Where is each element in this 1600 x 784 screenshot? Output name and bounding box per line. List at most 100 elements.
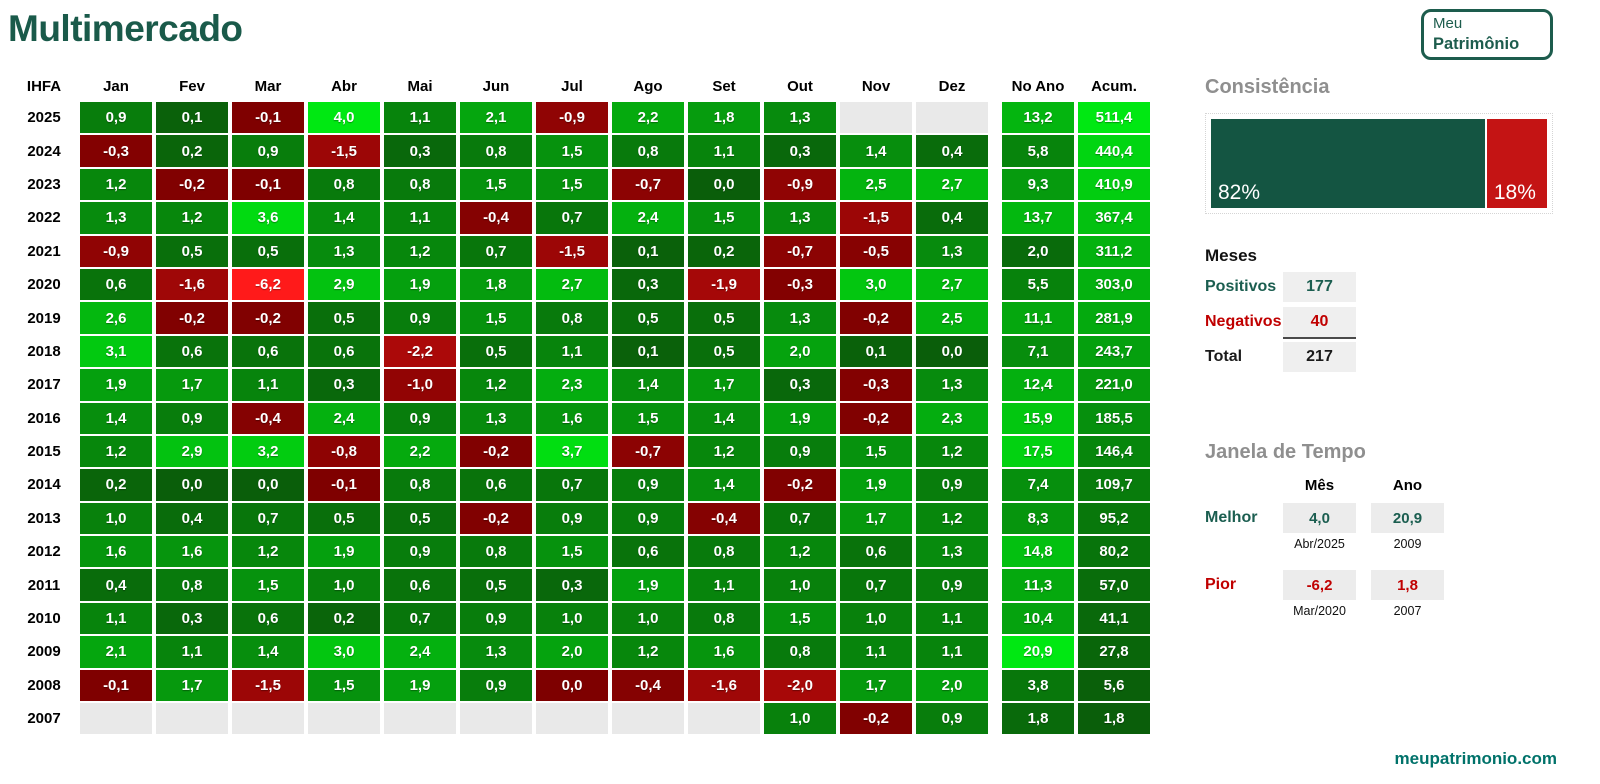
cell-2021-dez: 1,3 <box>914 234 990 268</box>
cell-2022-abr: 1,4 <box>306 201 382 235</box>
column-header-no-ano: No Ano <box>1011 77 1065 95</box>
column-header-acum: Acum. <box>1091 77 1137 95</box>
cell-2015-dez: 1,2 <box>914 434 990 469</box>
column-header-abr: Abr <box>331 77 357 95</box>
row-label-2023: 2023 <box>27 175 61 193</box>
cell-2008-nov: 1,7 <box>838 668 914 703</box>
cell-2007-jun <box>458 702 534 736</box>
cell-2020-out: -0,3 <box>762 267 838 302</box>
cell-2019-mai: 0,9 <box>382 301 458 335</box>
cell-2016-ago: 1,5 <box>610 401 686 435</box>
cell-2007-abr <box>306 702 382 736</box>
cell-2018-out: 2,0 <box>762 334 838 369</box>
cell-2013-jun: -0,2 <box>458 501 534 536</box>
total-label: Total <box>1205 348 1243 365</box>
cell-2007-no-ano: 1,8 <box>1000 702 1076 736</box>
best-year-value: 20,9 <box>1371 503 1444 533</box>
cell-2023-set: 0,0 <box>686 167 762 202</box>
cell-2009-jul: 2,0 <box>534 635 610 669</box>
cell-2024-jun: 0,8 <box>458 134 534 168</box>
cell-2022-out: 1,3 <box>762 201 838 235</box>
cell-2021-nov: -0,5 <box>838 234 914 268</box>
worst-month-period: Mar/2020 <box>1293 604 1346 618</box>
cell-2013-acum: 95,2 <box>1076 501 1152 536</box>
cell-2020-fev: -1,6 <box>154 267 230 302</box>
cell-2025-dez <box>914 101 990 135</box>
cell-2023-jun: 1,5 <box>458 167 534 202</box>
cell-2022-dez: 0,4 <box>914 201 990 235</box>
cell-2014-mai: 0,8 <box>382 468 458 502</box>
cell-2018-jan: 3,1 <box>78 334 154 369</box>
column-header-nov: Nov <box>861 77 891 95</box>
cell-2008-ago: -0,4 <box>610 668 686 703</box>
cell-2017-jul: 2,3 <box>534 368 610 402</box>
cell-2010-jul: 1,0 <box>534 601 610 636</box>
cell-2019-jul: 0,8 <box>534 301 610 335</box>
column-gap <box>990 167 1000 202</box>
cell-2016-nov: -0,2 <box>838 401 914 435</box>
cell-2014-fev: 0,0 <box>154 468 230 502</box>
negatives-value: 40 <box>1283 307 1356 339</box>
cell-2024-nov: 1,4 <box>838 134 914 168</box>
row-label-2024: 2024 <box>27 142 61 160</box>
cell-2022-mai: 1,1 <box>382 201 458 235</box>
total-value: 217 <box>1283 342 1356 372</box>
row-label-2008: 2008 <box>27 676 61 694</box>
cell-2009-ago: 1,2 <box>610 635 686 669</box>
website-link[interactable]: meupatrimonio.com <box>1394 749 1557 768</box>
cell-2016-out: 1,9 <box>762 401 838 435</box>
cell-2008-jun: 0,9 <box>458 668 534 703</box>
cell-2014-acum: 109,7 <box>1076 468 1152 502</box>
cell-2025-jan: 0,9 <box>78 101 154 135</box>
cell-2008-out: -2,0 <box>762 668 838 703</box>
cell-2019-abr: 0,5 <box>306 301 382 335</box>
row-label-2012: 2012 <box>27 543 61 561</box>
cell-2025-jul: -0,9 <box>534 101 610 135</box>
column-gap <box>990 635 1000 669</box>
consistency-bar: 82% 18% <box>1205 113 1553 214</box>
cell-2013-mar: 0,7 <box>230 501 306 536</box>
cell-2017-no-ano: 12,4 <box>1000 368 1076 402</box>
cell-2022-fev: 1,2 <box>154 201 230 235</box>
cell-2011-jul: 0,3 <box>534 568 610 602</box>
cell-2016-set: 1,4 <box>686 401 762 435</box>
cell-2010-jun: 0,9 <box>458 601 534 636</box>
cell-2024-out: 0,3 <box>762 134 838 168</box>
cell-2014-no-ano: 7,4 <box>1000 468 1076 502</box>
cell-2022-jun: -0,4 <box>458 201 534 235</box>
cell-2018-acum: 243,7 <box>1076 334 1152 369</box>
cell-2012-ago: 0,6 <box>610 535 686 569</box>
cell-2012-out: 1,2 <box>762 535 838 569</box>
cell-2008-mar: -1,5 <box>230 668 306 703</box>
cell-2025-no-ano: 13,2 <box>1000 101 1076 135</box>
column-header-mar: Mar <box>254 77 282 95</box>
column-header-ago: Ago <box>633 77 663 95</box>
row-label-2022: 2022 <box>27 209 61 227</box>
cell-2023-acum: 410,9 <box>1076 167 1152 202</box>
cell-2019-jun: 1,5 <box>458 301 534 335</box>
cell-2007-set <box>686 702 762 736</box>
cell-2018-nov: 0,1 <box>838 334 914 369</box>
cell-2020-jul: 2,7 <box>534 267 610 302</box>
cell-2008-acum: 5,6 <box>1076 668 1152 703</box>
consistency-negative-bar: 18% <box>1486 119 1547 208</box>
cell-2025-ago: 2,2 <box>610 101 686 135</box>
column-header-jul: Jul <box>561 77 583 95</box>
cell-2012-fev: 1,6 <box>154 535 230 569</box>
cell-2021-abr: 1,3 <box>306 234 382 268</box>
cell-2012-mar: 1,2 <box>230 535 306 569</box>
cell-2014-set: 1,4 <box>686 468 762 502</box>
cell-2012-jul: 1,5 <box>534 535 610 569</box>
time-window-section-title: Janela de Tempo <box>1205 441 1366 463</box>
cell-2011-set: 1,1 <box>686 568 762 602</box>
cell-2018-jun: 0,5 <box>458 334 534 369</box>
cell-2010-no-ano: 10,4 <box>1000 601 1076 636</box>
cell-2013-dez: 1,2 <box>914 501 990 536</box>
cell-2009-no-ano: 20,9 <box>1000 635 1076 669</box>
cell-2021-jan: -0,9 <box>78 234 154 268</box>
column-header-jan: Jan <box>103 77 129 95</box>
cell-2014-mar: 0,0 <box>230 468 306 502</box>
row-label-2018: 2018 <box>27 342 61 360</box>
cell-2023-jan: 1,2 <box>78 167 154 202</box>
cell-2013-jul: 0,9 <box>534 501 610 536</box>
